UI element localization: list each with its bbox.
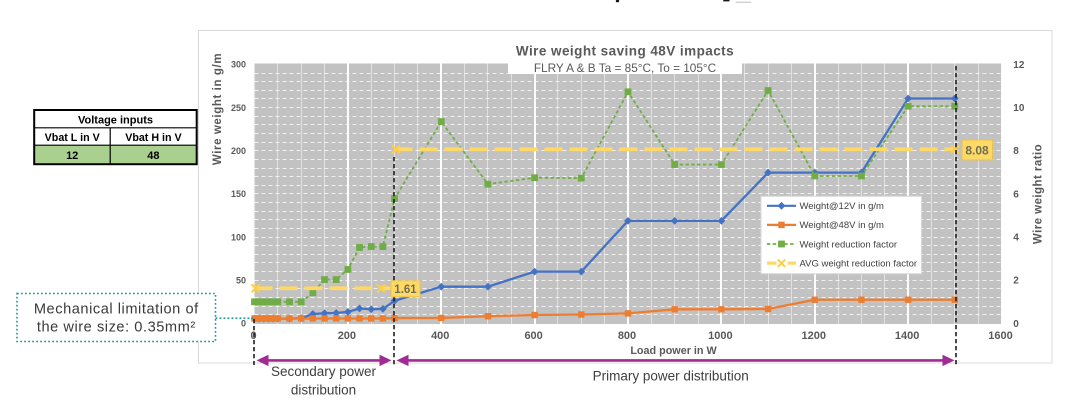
svg-text:8.08: 8.08	[965, 143, 989, 157]
svg-text:1200: 1200	[802, 330, 826, 342]
svg-text:FLRY A & B Ta = 85°C, To = 105: FLRY A & B Ta = 85°C, To = 105°C	[534, 61, 717, 75]
svg-text:4: 4	[1013, 233, 1019, 244]
svg-text:1000: 1000	[708, 330, 732, 342]
svg-text:200: 200	[338, 330, 356, 342]
svg-text:1600: 1600	[988, 330, 1012, 342]
svg-text:12: 12	[1013, 60, 1025, 71]
svg-text:800: 800	[618, 330, 636, 342]
svg-text:Mechanical limitation of: Mechanical limitation of	[34, 302, 199, 318]
svg-text:Weight@12V in g/m: Weight@12V in g/m	[800, 201, 885, 212]
svg-text:600: 600	[524, 330, 542, 342]
svg-text:Vbat H in V: Vbat H in V	[125, 132, 182, 144]
svg-text:0: 0	[241, 319, 246, 329]
svg-text:Weight reduction factor: Weight reduction factor	[800, 239, 898, 250]
svg-text:Primary power distribution: Primary power distribution	[593, 368, 749, 383]
svg-text:Wire weight saving 48V impacts: Wire weight saving 48V impacts	[516, 44, 734, 59]
svg-text:8: 8	[1013, 146, 1019, 157]
svg-text:6: 6	[1013, 189, 1019, 200]
svg-text:1400: 1400	[895, 330, 919, 342]
svg-text:48: 48	[147, 150, 159, 162]
svg-text:100: 100	[231, 232, 246, 242]
svg-text:the wire size: 0.35mm²: the wire size: 0.35mm²	[37, 320, 196, 336]
svg-text:50: 50	[236, 275, 246, 285]
svg-text:1.61: 1.61	[394, 284, 417, 296]
svg-text:AVG weight reduction factor: AVG weight reduction factor	[800, 258, 918, 269]
svg-text:Weight@48V in g/m: Weight@48V in g/m	[800, 220, 885, 231]
svg-text:Vbat L in V: Vbat L in V	[45, 132, 101, 144]
svg-text:Secondary power: Secondary power	[271, 364, 377, 379]
svg-text:400: 400	[431, 330, 449, 342]
svg-text:0: 0	[1013, 319, 1019, 330]
svg-text:Load power in W: Load power in W	[630, 345, 717, 357]
svg-text:150: 150	[231, 189, 246, 199]
svg-text:12: 12	[66, 150, 78, 162]
svg-text:Wire weight ratio: Wire weight ratio	[1033, 144, 1045, 244]
svg-text:Wire weight in g/m: Wire weight in g/m	[212, 53, 224, 165]
svg-text:250: 250	[231, 103, 246, 113]
svg-text:300: 300	[231, 60, 246, 70]
svg-text:Voltage inputs: Voltage inputs	[78, 114, 153, 126]
svg-text:distribution: distribution	[291, 382, 356, 397]
svg-text:2: 2	[1013, 276, 1019, 287]
svg-text:10: 10	[1013, 103, 1025, 114]
svg-text:200: 200	[231, 146, 246, 156]
